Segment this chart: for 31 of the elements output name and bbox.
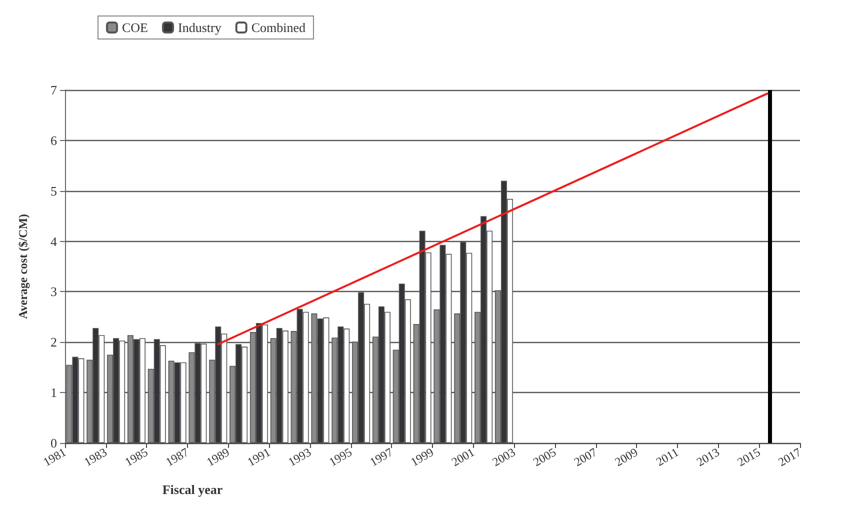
x-tick-label: 1991 xyxy=(244,444,273,470)
x-tick-label: 2009 xyxy=(612,444,640,470)
x-tick-label: 2007 xyxy=(572,444,600,470)
x-tick-label: 2017 xyxy=(776,444,804,470)
x-tick-label: 2015 xyxy=(734,444,763,470)
legend-label: Combined xyxy=(251,20,306,35)
legend-label: Industry xyxy=(178,20,222,35)
y-tick-label: 5 xyxy=(50,183,57,198)
x-tick-label: 2013 xyxy=(694,444,722,470)
x-tick-label: 1993 xyxy=(286,444,314,470)
x-axis-title: Fiscal year xyxy=(162,482,223,497)
y-tick-label: 4 xyxy=(50,234,58,249)
y-tick-label: 7 xyxy=(50,82,58,98)
x-tick-label: 1989 xyxy=(204,444,232,470)
x-tick-label: 1999 xyxy=(408,444,436,470)
x-tick-label: 2005 xyxy=(530,444,559,470)
y-tick-label: 0 xyxy=(50,436,57,450)
x-tick-label: 1987 xyxy=(163,444,192,470)
y-tick-label: 6 xyxy=(50,132,58,148)
x-tick-label: 1983 xyxy=(82,444,110,470)
x-tick-label: 1997 xyxy=(367,444,396,470)
x-tick-label: 2001 xyxy=(449,444,477,470)
x-tick-label: 1995 xyxy=(326,444,354,470)
y-tick-label: 3 xyxy=(50,284,57,300)
legend-label: COE xyxy=(122,20,148,35)
y-tick-label: 1 xyxy=(50,385,57,400)
y-axis-title: Average cost ($/CM) xyxy=(16,214,30,320)
x-tick-label: 2011 xyxy=(654,444,681,469)
x-tick-label: 1985 xyxy=(122,444,150,470)
x-tick-label: 2003 xyxy=(490,444,518,470)
y-tick-label: 2 xyxy=(50,334,57,350)
